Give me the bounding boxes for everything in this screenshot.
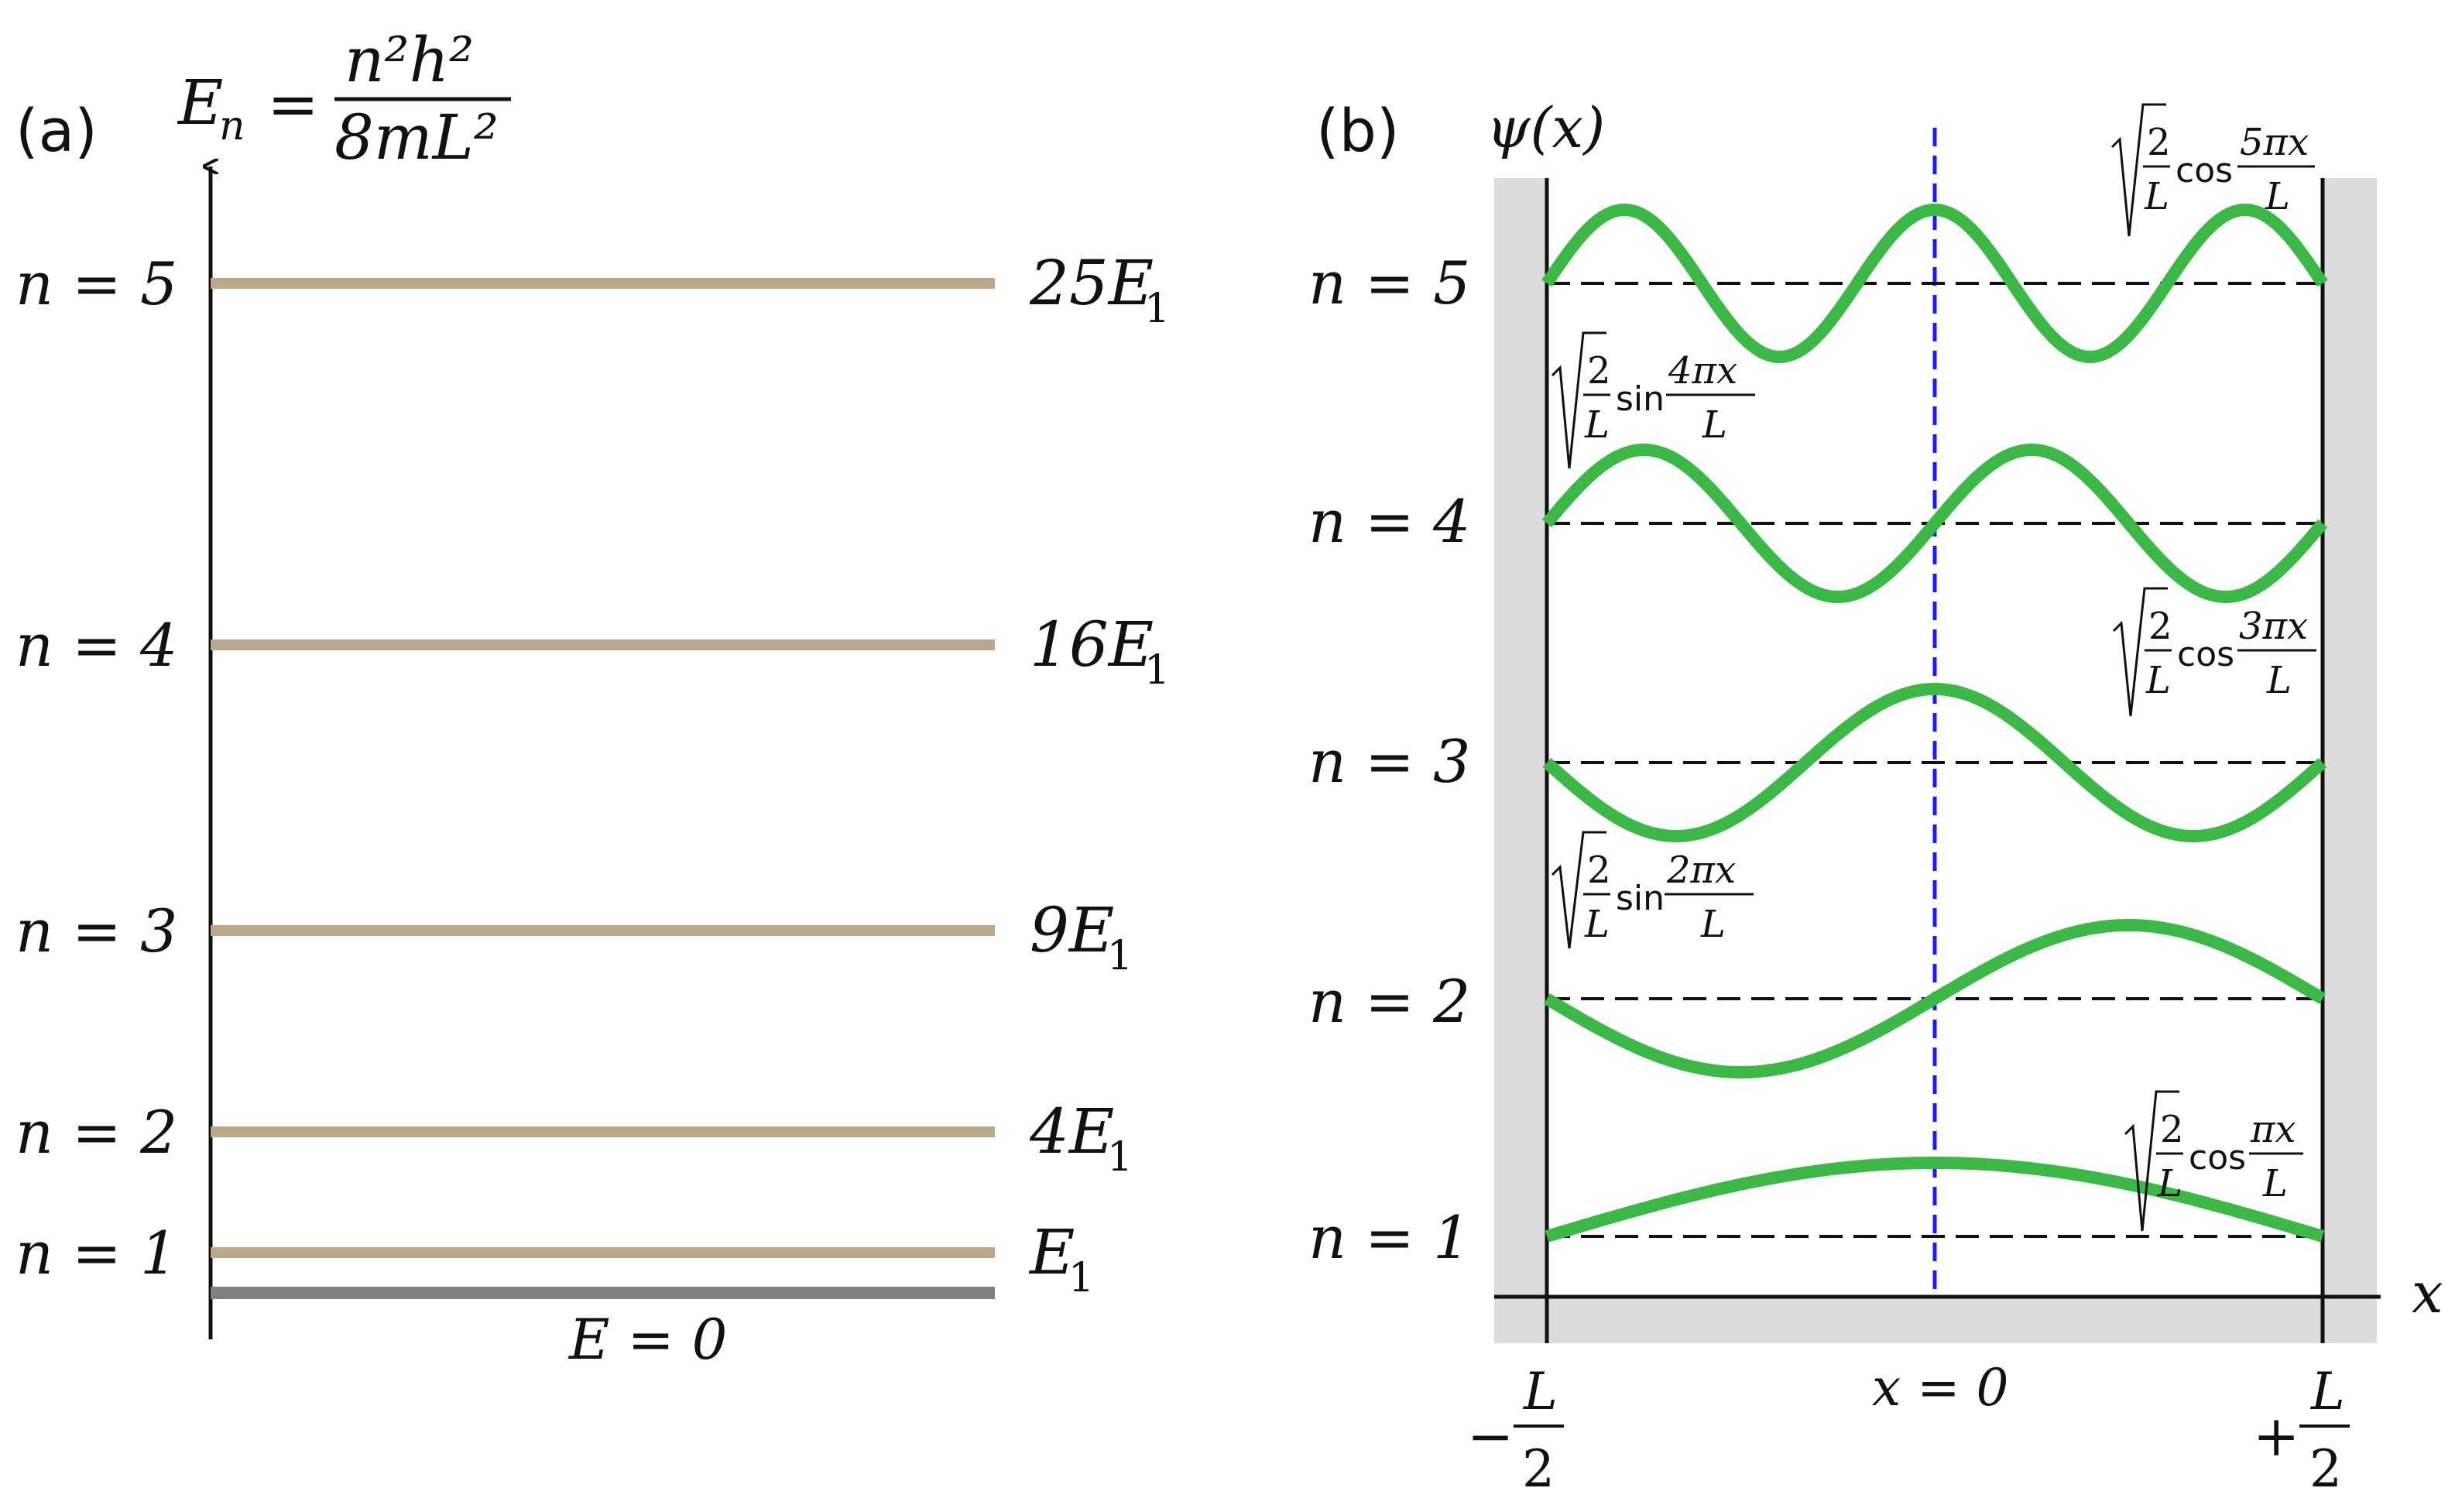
trig-func: sin (1616, 879, 1665, 918)
state-n-label: n = 2 (1308, 967, 1470, 1036)
state-n-label: n = 3 (1308, 727, 1470, 796)
x-axis-label: x (2412, 1260, 2443, 1325)
coef-num: 2 (2148, 605, 2172, 648)
arg-den: L (2266, 659, 2292, 702)
trig-func: cos (2176, 151, 2233, 190)
state-n-label: n = 1 (1308, 1203, 1470, 1272)
coef-num: 2 (2147, 121, 2171, 164)
left-edge-den: 2 (1522, 1439, 1555, 1499)
level-n4: n = 4 16E 1 (15, 609, 1170, 694)
coef-num: 2 (1587, 849, 1611, 892)
left-edge-label: − L 2 (1467, 1362, 1564, 1499)
sqrt-sign (1551, 331, 1606, 469)
energy-formula: E n = n²h² 8mL² (177, 24, 511, 173)
trig-func: cos (2177, 635, 2234, 674)
arg-den: L (1702, 403, 1727, 447)
wavefunction-n3 (1542, 683, 2327, 842)
coef-den: L (1584, 403, 1610, 447)
trig-func: sin (1616, 379, 1665, 419)
level-energy-sub: 1 (1068, 1255, 1094, 1301)
right-edge-num: L (2310, 1362, 2345, 1421)
level-energy-label: 25E (1029, 247, 1154, 319)
level-energy-label: 16E (1030, 609, 1154, 681)
panel-a-label: (a) (15, 96, 98, 165)
arg-num: 4πx (1668, 349, 1737, 393)
formula-numerator: n²h² (345, 24, 474, 96)
coef-num: 2 (2160, 1108, 2184, 1151)
wavefunction-n5 (1541, 204, 2328, 363)
state-expression-n5: 2 L cos 5πx L (2110, 103, 2315, 237)
right-edge-sign: + (2253, 1404, 2299, 1469)
zero-energy-label: E = 0 (567, 1307, 727, 1372)
sqrt-sign (2124, 1090, 2179, 1232)
level-energy-sub: 1 (1107, 1134, 1133, 1181)
trig-func: cos (2189, 1138, 2246, 1178)
left-edge-sign: − (1467, 1404, 1514, 1469)
level-energy-sub: 1 (1144, 286, 1170, 332)
arg-num: πx (2250, 1108, 2296, 1151)
coef-den: L (1584, 903, 1610, 946)
right-wall (2323, 178, 2377, 1343)
level-n-label: n = 5 (15, 249, 177, 318)
level-n1: n = 1 E 1 (15, 1216, 1094, 1301)
sqrt-sign (2112, 587, 2168, 717)
arg-den: L (2262, 1162, 2288, 1205)
sqrt-sign (1551, 831, 1606, 949)
state-expression-n3: 2 L cos 3πx L (2112, 587, 2316, 717)
panel-b: (b) x ψ(x) n = 1 n = 2 n = 3 n = 4 n = 5… (1308, 95, 2443, 1499)
state-expression-n4: 2 L sin 4πx L (1551, 331, 1755, 469)
level-n3: n = 3 9E 1 (15, 894, 1133, 979)
arg-den: L (2265, 175, 2290, 218)
arg-num: 2πx (1666, 849, 1736, 892)
right-edge-label: + L 2 (2253, 1362, 2350, 1499)
state-n-label: n = 4 (1308, 487, 1470, 556)
coef-den: L (2145, 659, 2171, 702)
panel-a: (a) E n = n²h² 8mL² E = 0 n = 1 E 1 n = … (15, 24, 1170, 1372)
coef-num: 2 (1587, 349, 1611, 393)
level-n-label: n = 4 (15, 611, 177, 680)
well-floor (1547, 1297, 2323, 1343)
arg-num: 5πx (2240, 121, 2309, 164)
wavefunction-n1 (1543, 1157, 2326, 1243)
panel-b-label: (b) (1316, 96, 1400, 165)
level-n5: n = 5 25E 1 (15, 247, 1170, 332)
formula-lhs-symbol: E (177, 67, 223, 139)
coef-den: L (2144, 175, 2169, 218)
level-n-label: n = 2 (15, 1098, 177, 1167)
level-n-label: n = 1 (15, 1219, 177, 1287)
level-energy-sub: 1 (1144, 647, 1170, 694)
formula-denominator: 8mL² (334, 101, 499, 173)
level-energy-label: 9E (1030, 894, 1114, 966)
state-n-label: n = 5 (1308, 249, 1470, 317)
formula-lhs-sub: n (219, 103, 245, 149)
state-expression-n2: 2 L sin 2πx L (1551, 831, 1754, 949)
level-energy-label: E (1028, 1216, 1075, 1288)
left-wall (1494, 178, 1547, 1343)
level-n-label: n = 3 (15, 897, 177, 965)
level-energy-sub: 1 (1107, 933, 1133, 979)
level-n2: n = 2 4E 1 (15, 1095, 1133, 1181)
formula-equals: = (267, 68, 319, 140)
center-label: x = 0 (1872, 1358, 2008, 1418)
wavefunction-n2 (1543, 919, 2326, 1078)
left-edge-num: L (1523, 1362, 1558, 1421)
sqrt-sign (2110, 103, 2166, 237)
level-energy-label: 4E (1029, 1095, 1114, 1167)
wavefunctions (1541, 204, 2328, 1243)
state-expression-n1: 2 L cos πx L (2124, 1090, 2303, 1232)
right-edge-den: 2 (2309, 1439, 2342, 1499)
wavefunction-n4 (1541, 444, 2328, 603)
arg-den: L (1700, 903, 1726, 946)
psi-axis-label: ψ(x) (1486, 95, 1605, 160)
arg-num: 3πx (2239, 605, 2308, 648)
coef-den: L (2157, 1162, 2182, 1205)
